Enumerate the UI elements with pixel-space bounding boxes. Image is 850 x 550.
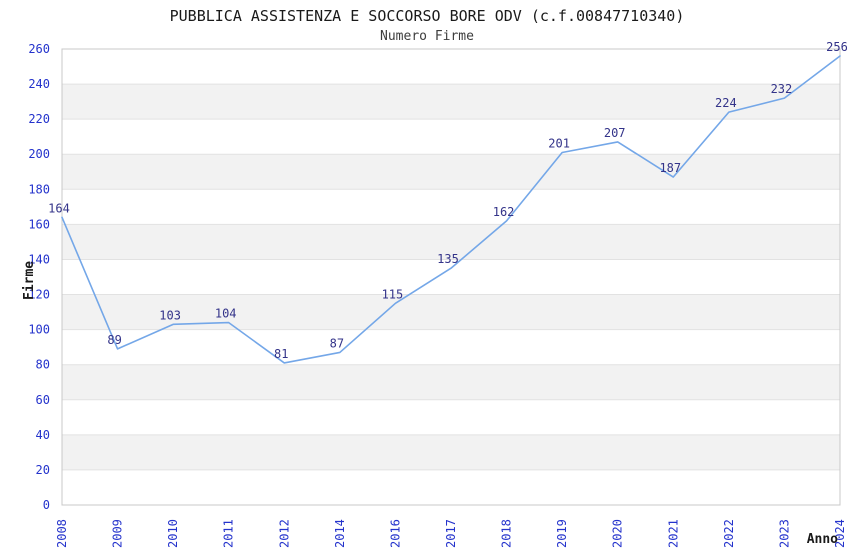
- data-label: 207: [604, 126, 626, 140]
- y-tick-label: 60: [36, 393, 50, 407]
- data-label: 87: [330, 336, 344, 350]
- grid-band: [62, 469, 840, 505]
- grid-band: [62, 189, 840, 225]
- x-tick-label: 2017: [444, 519, 458, 548]
- grid-band: [62, 119, 840, 155]
- axis-ticks-layer: 0 20 40 60 80 100 120 140 160 180 200 220 240 260 2008…: [28, 42, 847, 548]
- y-tick-label: 80: [36, 358, 50, 372]
- y-tick-label: 160: [28, 217, 50, 231]
- x-tick-label: 2019: [555, 519, 569, 548]
- grid-band: [62, 49, 840, 85]
- x-tick-label: 2020: [611, 519, 625, 548]
- x-axis-title: Anno: [807, 532, 838, 547]
- y-tick-label: 20: [36, 463, 50, 477]
- grid-band: [62, 259, 840, 295]
- y-axis-title: Firme: [22, 261, 37, 300]
- y-tick-label: 200: [28, 147, 50, 161]
- data-label: 162: [493, 205, 515, 219]
- y-tick-label: 0: [43, 498, 50, 512]
- chart-title: PUBBLICA ASSISTENZA E SOCCORSO BORE ODV …: [170, 7, 685, 25]
- x-tick-label: 2014: [333, 519, 347, 548]
- grid-band: [62, 364, 840, 400]
- data-label: 89: [107, 333, 121, 347]
- x-tick-label: 2011: [222, 519, 236, 548]
- grid-band: [62, 84, 840, 120]
- plot-border: [61, 48, 841, 506]
- y-tick-label: 240: [28, 77, 50, 91]
- y-tick-label: 140: [28, 252, 50, 266]
- data-label: 81: [274, 347, 288, 361]
- x-tick-label: 2023: [777, 519, 791, 548]
- data-label: 103: [159, 308, 181, 322]
- grid-band: [62, 154, 840, 190]
- y-tick-label: 180: [28, 182, 50, 196]
- data-labels-layer: 164 89 103 104 81 87 115 135 162 201 207 187 224 232 2…: [48, 40, 848, 361]
- data-label: 232: [771, 82, 793, 96]
- series-layer: [61, 55, 841, 364]
- y-tick-label: 220: [28, 112, 50, 126]
- grid-band: [62, 434, 840, 470]
- x-tick-label: 2010: [166, 519, 180, 548]
- grid-band: [62, 329, 840, 365]
- chart-subtitle: Numero Firme: [380, 29, 474, 44]
- gridlines-layer: [61, 48, 841, 506]
- y-tick-label: 120: [28, 288, 50, 302]
- y-tick-label: 40: [36, 428, 50, 442]
- data-label: 135: [437, 252, 459, 266]
- x-tick-label: 2009: [111, 519, 125, 548]
- grid-bands-layer: [62, 49, 840, 505]
- x-tick-label: 2012: [277, 519, 291, 548]
- data-label: 224: [715, 96, 737, 110]
- grid-band: [62, 399, 840, 435]
- data-label: 104: [215, 307, 237, 321]
- data-label: 256: [826, 40, 848, 54]
- x-tick-label: 2018: [500, 519, 514, 548]
- x-tick-label: 2008: [55, 519, 69, 548]
- data-label: 164: [48, 201, 70, 215]
- x-tick-label: 2022: [722, 519, 736, 548]
- x-tick-label: 2021: [666, 519, 680, 548]
- data-label: 187: [659, 161, 681, 175]
- grid-band: [62, 224, 840, 260]
- data-label: 201: [548, 136, 570, 150]
- data-line: [61, 55, 841, 364]
- x-tick-label: 2016: [388, 519, 402, 548]
- y-tick-label: 100: [28, 323, 50, 337]
- data-label: 115: [382, 287, 404, 301]
- x-tick-label: 2024: [833, 519, 847, 548]
- y-tick-label: 260: [28, 42, 50, 56]
